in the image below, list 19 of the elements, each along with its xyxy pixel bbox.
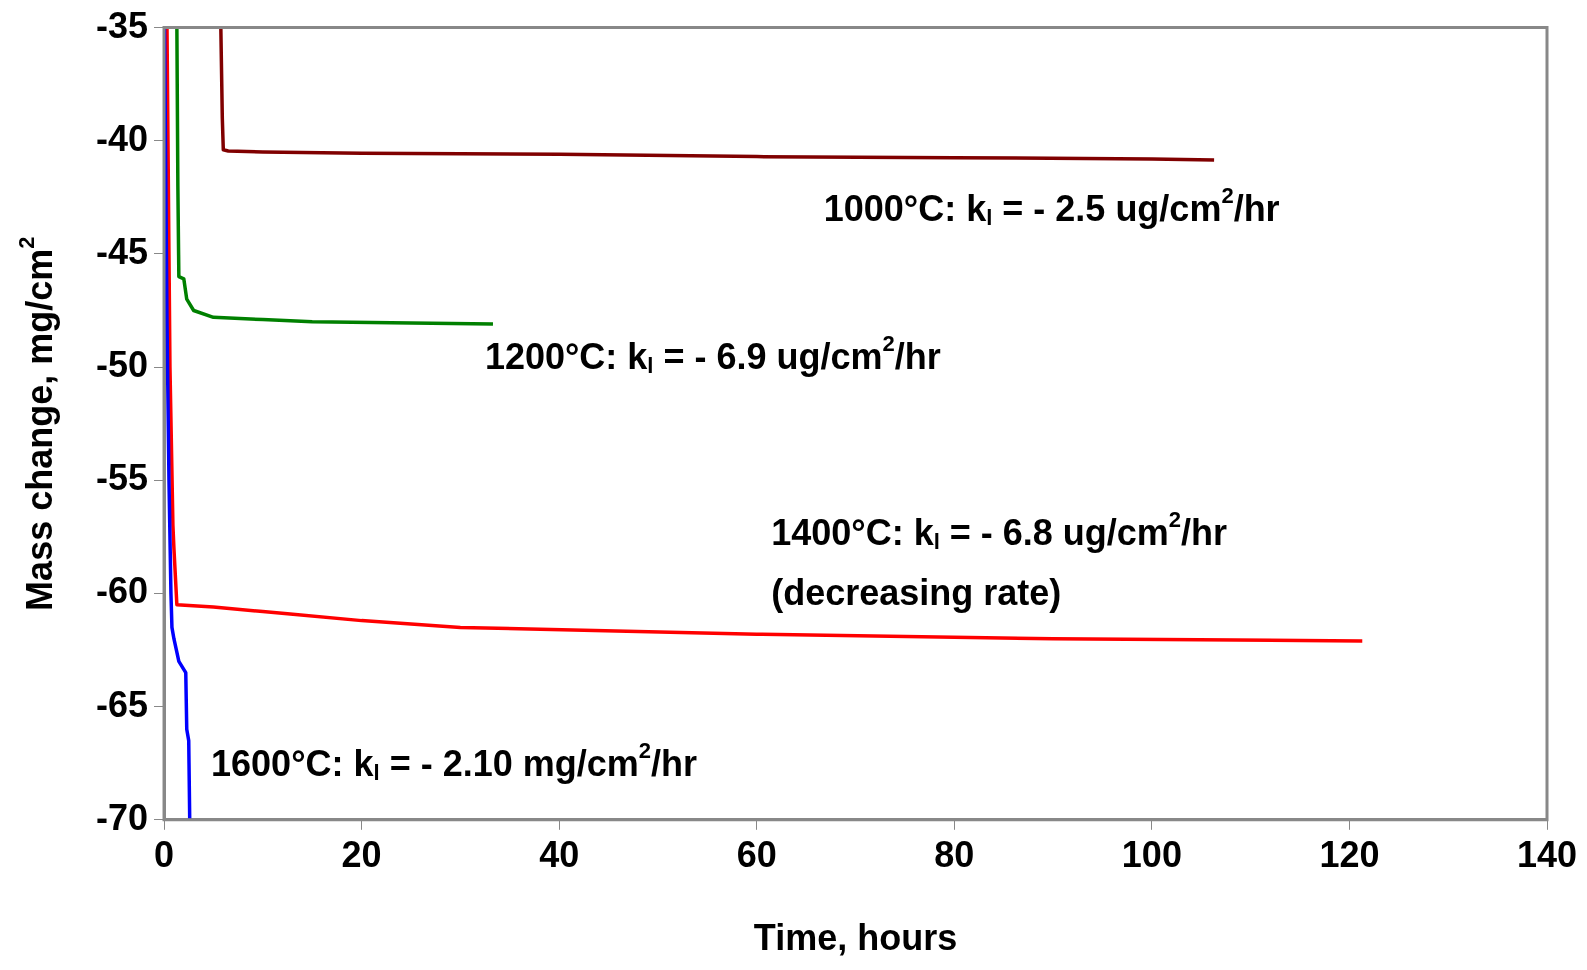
y-axis-title: Mass change, mg/cm2: [14, 236, 60, 611]
y-tick-label: -40: [96, 117, 149, 159]
x-tick-label: 0: [154, 834, 175, 876]
x-tick-label: 60: [736, 834, 777, 876]
y-tick-label: -45: [96, 230, 149, 272]
x-tick-label: 20: [341, 834, 382, 876]
y-tick-label: -50: [96, 344, 149, 386]
y-tick-label: -70: [96, 796, 149, 838]
x-tick-label: 120: [1319, 834, 1380, 876]
x-tick-label: 100: [1121, 834, 1182, 876]
y-tick-label: -55: [96, 457, 149, 499]
x-tick-label: 80: [934, 834, 975, 876]
y-tick-label: -35: [96, 4, 149, 46]
y-tick-label: -65: [96, 683, 149, 725]
x-tick-label: 40: [539, 834, 580, 876]
annotation: (decreasing rate): [771, 571, 1062, 613]
x-tick-label: 140: [1516, 834, 1578, 876]
x-axis-title: Time, hours: [753, 916, 958, 958]
y-tick-label: -60: [96, 570, 149, 612]
